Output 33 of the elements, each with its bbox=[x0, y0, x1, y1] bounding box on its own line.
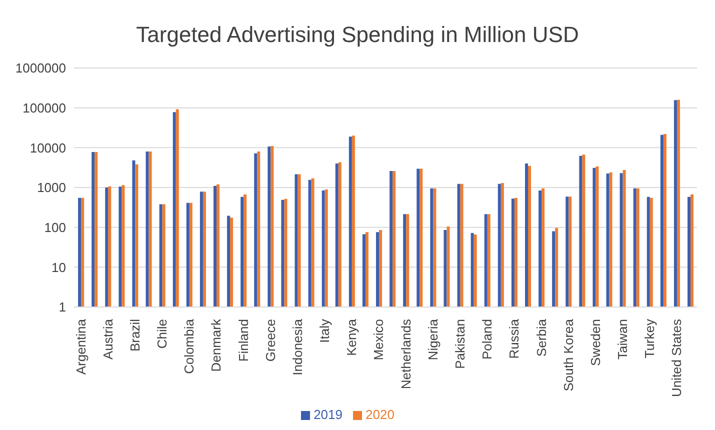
y-tick-label: 1 bbox=[58, 300, 66, 315]
x-tick-label: Kenya bbox=[344, 318, 360, 356]
y-tick-label: 100000 bbox=[22, 100, 66, 116]
x-tick-label: Chile bbox=[154, 319, 170, 349]
x-tick-label: Serbia bbox=[534, 318, 549, 357]
y-tick-label: 10000 bbox=[30, 140, 66, 156]
x-tick-label: Nigeria bbox=[425, 318, 440, 360]
y-tick-label: 1000 bbox=[37, 180, 66, 196]
x-tick-label: Finland bbox=[236, 319, 251, 362]
x-tick-label: Indonesia bbox=[290, 318, 305, 376]
y-tick-label: 1000000 bbox=[15, 60, 66, 76]
x-tick-label: Poland bbox=[480, 319, 495, 360]
x-tick-label: Argentina bbox=[73, 318, 88, 375]
x-tick-label: Netherlands bbox=[398, 318, 414, 390]
x-tick-label: Sweden bbox=[588, 319, 603, 366]
x-tick-label: South Korea bbox=[560, 318, 576, 392]
x-tick-label: Turkey bbox=[642, 318, 658, 358]
x-tick-label: United States bbox=[669, 318, 684, 398]
chart-title: Targeted Advertising Spending in Million USD bbox=[135, 21, 580, 49]
x-tick-label: Greece bbox=[262, 319, 278, 362]
x-tick-label: Brazil bbox=[127, 318, 142, 352]
x-tick-label: Austria bbox=[100, 318, 116, 360]
x-tick-label: Italy bbox=[317, 318, 332, 343]
x-tick-label: Pakistan bbox=[452, 319, 468, 369]
y-tick-label: 100 bbox=[44, 220, 66, 235]
y-tick-label: 10 bbox=[52, 260, 66, 275]
x-tick-label: Taiwan bbox=[615, 319, 630, 360]
x-tick-label: Mexico bbox=[371, 319, 386, 360]
legend-label: 2020 bbox=[366, 407, 394, 422]
x-tick-label: Denmark bbox=[208, 318, 224, 372]
x-tick-label: Colombia bbox=[182, 318, 197, 374]
legend-label: 2019 bbox=[314, 407, 342, 422]
x-tick-label: Russia bbox=[506, 318, 522, 359]
